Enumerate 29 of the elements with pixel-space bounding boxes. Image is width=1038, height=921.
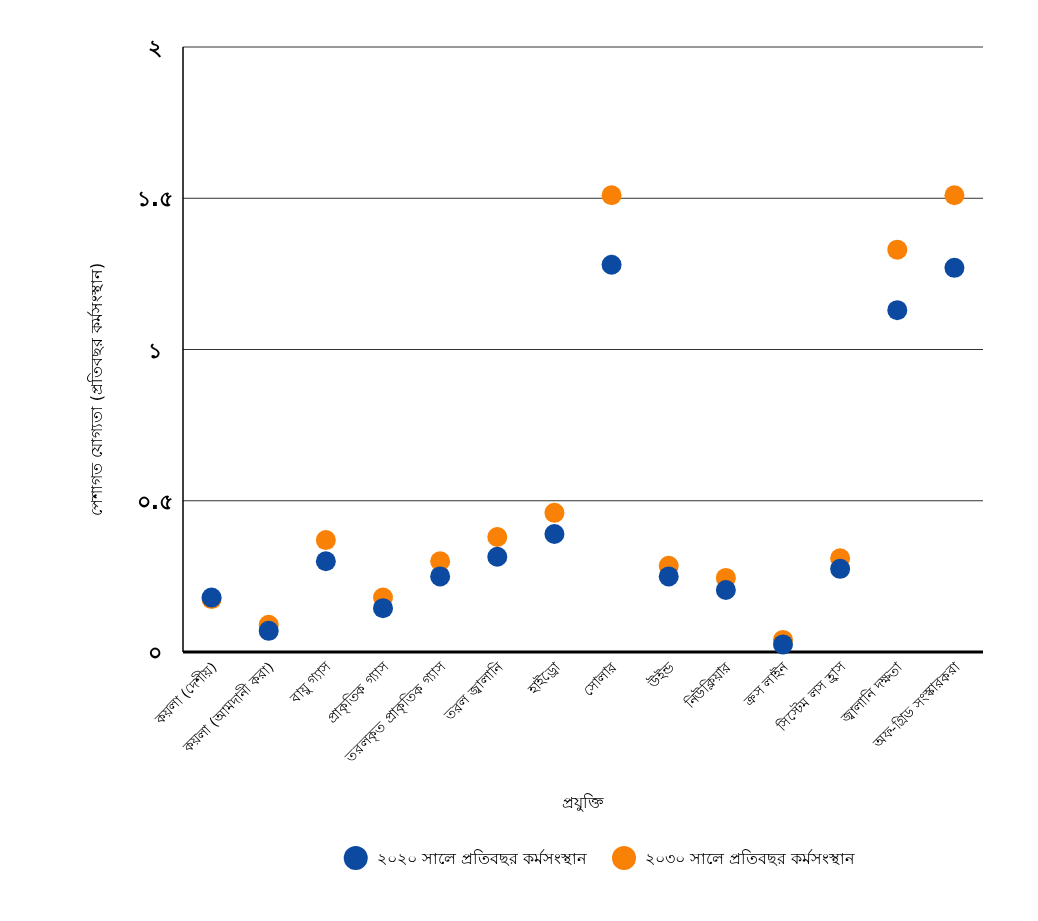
point bbox=[601, 185, 622, 206]
y-tick-label: ০.৫ bbox=[136, 488, 174, 514]
y-tick-label: ২ bbox=[148, 35, 162, 60]
point bbox=[487, 546, 508, 567]
point bbox=[715, 579, 736, 600]
point bbox=[487, 527, 508, 548]
y-tick-label: ১.৫ bbox=[136, 186, 174, 212]
point bbox=[658, 566, 679, 587]
point bbox=[373, 598, 393, 619]
y-tick-label: ০ bbox=[148, 640, 162, 665]
point bbox=[944, 185, 965, 206]
point bbox=[944, 257, 965, 278]
point bbox=[315, 530, 336, 551]
x-tick-label: বায়ু গ্যাস bbox=[286, 658, 335, 707]
point bbox=[773, 634, 793, 655]
x-axis-title: প্রযুক্তি bbox=[562, 793, 604, 812]
legend-label: ২০২০ সালে প্রতিবছর কর্মসংস্থান bbox=[376, 849, 587, 868]
point bbox=[601, 254, 622, 275]
point bbox=[887, 300, 908, 321]
point bbox=[544, 502, 565, 523]
point bbox=[315, 551, 336, 572]
y-axis-title: পেশাগত যোগ্যতা (প্রতিবছর কর্মসংস্থান) bbox=[87, 262, 106, 517]
point bbox=[430, 566, 451, 587]
point bbox=[887, 239, 908, 260]
point bbox=[830, 558, 851, 579]
y-tick-label: ১ bbox=[148, 337, 162, 363]
point bbox=[544, 524, 565, 545]
legend-label: ২০৩০ সালে প্রতিবছর কর্মসংস্থান bbox=[645, 849, 856, 868]
point bbox=[258, 620, 279, 641]
